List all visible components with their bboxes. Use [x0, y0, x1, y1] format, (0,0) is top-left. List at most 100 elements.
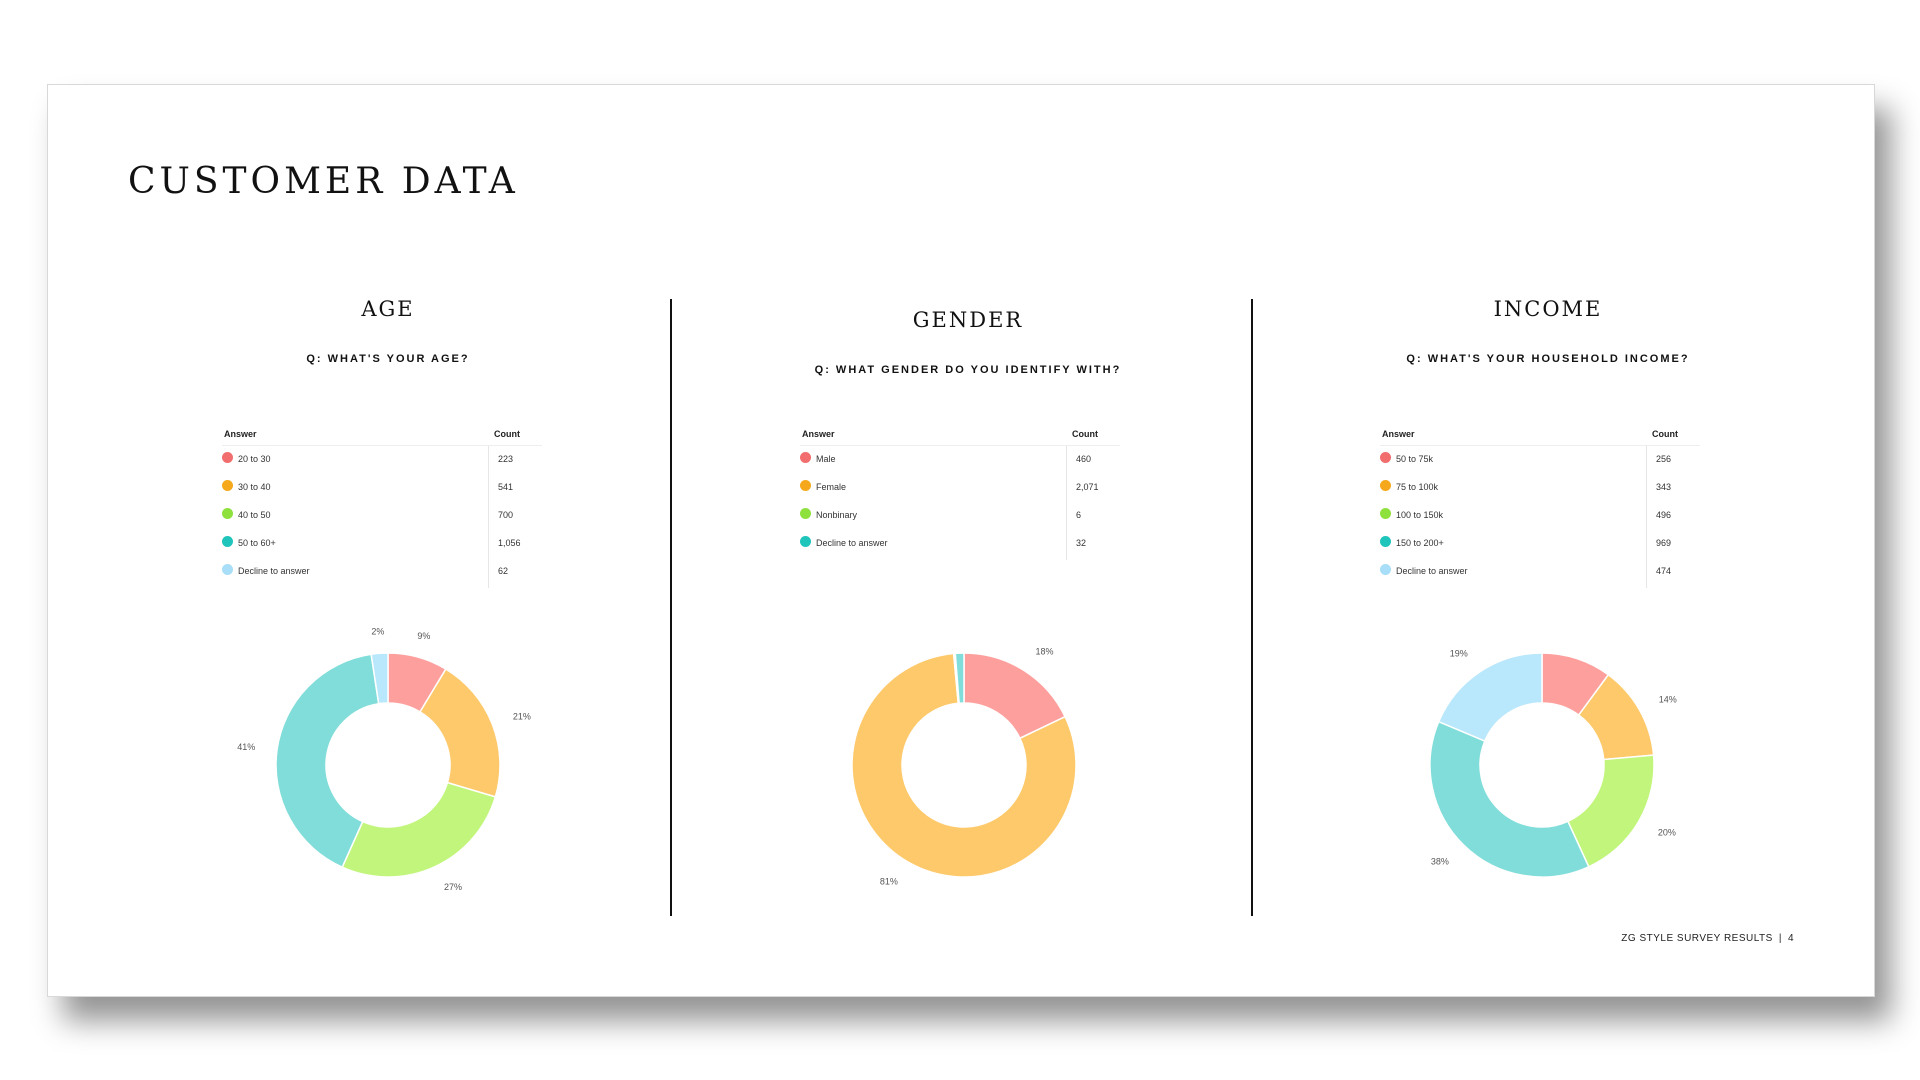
gender-question: Q: WHAT GENDER DO YOU IDENTIFY WITH? [814, 364, 1122, 376]
column-divider [1251, 299, 1253, 916]
age-donut-chart: 9% 21% 27% 41% 2% [237, 626, 531, 892]
legend-dot [1380, 536, 1391, 547]
row-label: Decline to answer [1396, 566, 1468, 576]
row-label: Female [816, 482, 847, 492]
age-section: AGE Q: WHAT'S YOUR AGE? Answer Count 20 … [148, 85, 628, 996]
row-count: 32 [1076, 538, 1087, 548]
page-number: 4 [1787, 933, 1794, 944]
page-title: CUSTOMER DATA [128, 161, 519, 202]
row-count: 343 [1656, 482, 1672, 492]
row-count: 6 [1076, 510, 1082, 520]
table-row: 30 to 40 541 [222, 474, 542, 502]
row-count: 460 [1076, 454, 1092, 464]
income-title: INCOME [1493, 297, 1603, 321]
slice-label: 81% [880, 877, 898, 887]
count-header: Count [1072, 429, 1098, 439]
legend-dot [800, 452, 811, 463]
footer: ZG STYLE SURVEY RESULTS | 4 [1621, 933, 1794, 944]
legend-dot [800, 508, 811, 519]
gender-section: GENDER Q: WHAT GENDER DO YOU IDENTIFY WI… [728, 85, 1208, 996]
donut-slice [1437, 652, 1543, 742]
table-row: Decline to answer 62 [222, 558, 542, 586]
row-count: 256 [1656, 454, 1672, 464]
donut-slice [275, 653, 380, 869]
row-count: 700 [498, 510, 514, 520]
count-header: Count [1652, 429, 1678, 439]
legend-dot [1380, 452, 1391, 463]
donut-slice [954, 652, 965, 704]
table-divider [488, 446, 489, 588]
row-label: 50 to 75k [1396, 454, 1434, 464]
row-count: 223 [498, 454, 514, 464]
footer-separator: | [1778, 933, 1782, 944]
income-section: INCOME Q: WHAT'S YOUR HOUSEHOLD INCOME? … [1308, 85, 1788, 996]
age-title: AGE [361, 297, 415, 321]
legend-dot [800, 480, 811, 491]
table-row: 150 to 200+ 969 [1380, 530, 1700, 558]
donut-slice [341, 781, 497, 878]
slice-label: 20% [1658, 827, 1676, 837]
legend-dot [800, 536, 811, 547]
legend-dot [222, 452, 233, 463]
table-row: Decline to answer 32 [800, 530, 1120, 558]
row-count: 496 [1656, 510, 1672, 520]
table-divider [1646, 446, 1647, 588]
age-question: Q: WHAT'S YOUR AGE? [306, 353, 470, 365]
column-divider [670, 299, 672, 916]
donut-slice [851, 652, 1077, 878]
row-count: 62 [498, 566, 509, 576]
table-row: 50 to 60+ 1,056 [222, 530, 542, 558]
income-donut-chart: 14% 20% 38% 19% [1429, 648, 1677, 878]
slide: CUSTOMER DATA AGE Q: WHAT'S YOUR AGE? An… [47, 84, 1875, 997]
slice-label: 19% [1450, 648, 1468, 658]
table-row: 75 to 100k 343 [1380, 474, 1700, 502]
donut-slice [370, 652, 389, 705]
row-label: Nonbinary [816, 510, 858, 520]
row-count: 969 [1656, 538, 1672, 548]
row-label: 30 to 40 [238, 482, 271, 492]
answer-header: Answer [1382, 429, 1415, 439]
row-count: 2,071 [1076, 482, 1099, 492]
legend-dot [222, 564, 233, 575]
row-label: 150 to 200+ [1396, 538, 1444, 548]
slice-label: 18% [1035, 647, 1053, 657]
answer-header: Answer [224, 429, 257, 439]
table-row: 20 to 30 223 [222, 446, 542, 474]
table-row: 100 to 150k 496 [1380, 502, 1700, 530]
footer-label: ZG STYLE SURVEY RESULTS [1621, 933, 1773, 944]
donut-slice [1429, 720, 1590, 878]
gender-donut-chart: 18% 81% [851, 647, 1077, 887]
slice-label: 14% [1659, 694, 1677, 704]
row-count: 474 [1656, 566, 1672, 576]
row-label: 40 to 50 [238, 510, 271, 520]
legend-dot [1380, 508, 1391, 519]
row-label: 75 to 100k [1396, 482, 1439, 492]
row-count: 1,056 [498, 538, 521, 548]
slice-label: 2% [371, 626, 384, 636]
table-header: Answer Count [800, 427, 1120, 446]
table-row: 40 to 50 700 [222, 502, 542, 530]
table-header: Answer Count [1380, 427, 1700, 446]
slice-label: 27% [444, 882, 462, 892]
row-label: Male [816, 454, 836, 464]
table-row: Nonbinary 6 [800, 502, 1120, 530]
row-label: 100 to 150k [1396, 510, 1444, 520]
table-row: 50 to 75k 256 [1380, 446, 1700, 474]
row-label: Decline to answer [816, 538, 888, 548]
legend-dot [1380, 480, 1391, 491]
income-question: Q: WHAT'S YOUR HOUSEHOLD INCOME? [1406, 353, 1690, 365]
age-table: Answer Count 20 to 30 223 30 to 40 541 4… [222, 427, 542, 588]
answer-header: Answer [802, 429, 835, 439]
table-row: Female 2,071 [800, 474, 1120, 502]
legend-dot [1380, 564, 1391, 575]
legend-dot [222, 480, 233, 491]
slice-label: 38% [1431, 856, 1449, 866]
row-label: 20 to 30 [238, 454, 271, 464]
gender-table: Answer Count Male 460 Female 2,071 Nonbi… [800, 427, 1120, 560]
legend-dot [222, 536, 233, 547]
row-label: 50 to 60+ [238, 538, 276, 548]
table-row: Male 460 [800, 446, 1120, 474]
slice-label: 9% [417, 631, 430, 641]
table-header: Answer Count [222, 427, 542, 446]
row-label: Decline to answer [238, 566, 310, 576]
